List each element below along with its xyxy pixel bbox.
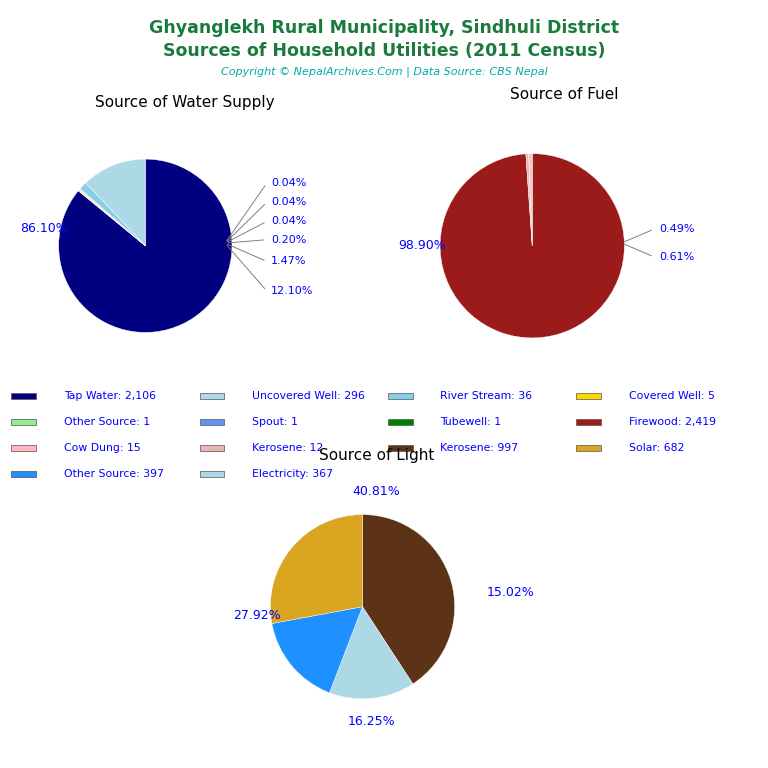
Text: 0.04%: 0.04%	[271, 217, 306, 227]
Text: Spout: 1: Spout: 1	[252, 417, 298, 427]
Bar	[200, 471, 224, 477]
Bar	[200, 419, 224, 425]
Text: 0.61%: 0.61%	[660, 252, 694, 262]
Text: Tap Water: 2,106: Tap Water: 2,106	[65, 391, 156, 401]
Bar	[388, 445, 412, 451]
Text: 0.49%: 0.49%	[660, 224, 695, 234]
Text: 15.02%: 15.02%	[487, 587, 535, 599]
Text: Solar: 682: Solar: 682	[628, 443, 684, 453]
Wedge shape	[79, 190, 145, 246]
Text: 0.04%: 0.04%	[271, 178, 306, 188]
Bar	[576, 445, 601, 451]
Bar	[388, 393, 412, 399]
Text: 0.20%: 0.20%	[271, 235, 306, 245]
Text: 86.10%: 86.10%	[20, 222, 68, 235]
Text: Electricity: 367: Electricity: 367	[252, 468, 333, 479]
Bar	[12, 419, 36, 425]
Text: Kerosene: 997: Kerosene: 997	[440, 443, 518, 453]
Text: Kerosene: 12: Kerosene: 12	[252, 443, 323, 453]
Bar	[200, 445, 224, 451]
Wedge shape	[58, 159, 232, 333]
Text: 1.47%: 1.47%	[271, 257, 306, 266]
Text: 40.81%: 40.81%	[353, 485, 400, 498]
Wedge shape	[440, 154, 624, 338]
Wedge shape	[362, 515, 455, 684]
Text: Cow Dung: 15: Cow Dung: 15	[65, 443, 141, 453]
Wedge shape	[78, 190, 145, 246]
Title: Source of Fuel: Source of Fuel	[510, 88, 619, 102]
Wedge shape	[79, 190, 145, 246]
Text: River Stream: 36: River Stream: 36	[440, 391, 532, 401]
Wedge shape	[86, 159, 145, 246]
Wedge shape	[80, 183, 145, 246]
Title: Source of Light: Source of Light	[319, 449, 434, 463]
Text: 27.92%: 27.92%	[233, 610, 281, 622]
Text: Sources of Household Utilities (2011 Census): Sources of Household Utilities (2011 Cen…	[163, 42, 605, 60]
Bar	[12, 445, 36, 451]
Bar	[576, 393, 601, 399]
Text: Uncovered Well: 296: Uncovered Well: 296	[252, 391, 365, 401]
Wedge shape	[79, 190, 145, 246]
Bar	[200, 393, 224, 399]
Text: Other Source: 1: Other Source: 1	[65, 417, 151, 427]
Wedge shape	[272, 607, 362, 693]
Wedge shape	[329, 607, 413, 699]
Bar	[12, 393, 36, 399]
Text: Copyright © NepalArchives.Com | Data Source: CBS Nepal: Copyright © NepalArchives.Com | Data Sou…	[220, 67, 548, 78]
Text: Covered Well: 5: Covered Well: 5	[628, 391, 714, 401]
Text: Other Source: 397: Other Source: 397	[65, 468, 164, 479]
Text: 16.25%: 16.25%	[348, 716, 396, 728]
Bar	[388, 419, 412, 425]
Bar	[12, 471, 36, 477]
Wedge shape	[526, 154, 532, 246]
Text: Ghyanglekh Rural Municipality, Sindhuli District: Ghyanglekh Rural Municipality, Sindhuli …	[149, 19, 619, 37]
Text: 0.04%: 0.04%	[271, 197, 306, 207]
Text: 12.10%: 12.10%	[271, 286, 313, 296]
Title: Source of Water Supply: Source of Water Supply	[94, 95, 274, 111]
Bar	[576, 419, 601, 425]
Wedge shape	[528, 154, 532, 246]
Wedge shape	[270, 515, 362, 624]
Text: 98.90%: 98.90%	[399, 240, 446, 252]
Wedge shape	[79, 189, 145, 246]
Text: Firewood: 2,419: Firewood: 2,419	[628, 417, 716, 427]
Text: Tubewell: 1: Tubewell: 1	[440, 417, 502, 427]
